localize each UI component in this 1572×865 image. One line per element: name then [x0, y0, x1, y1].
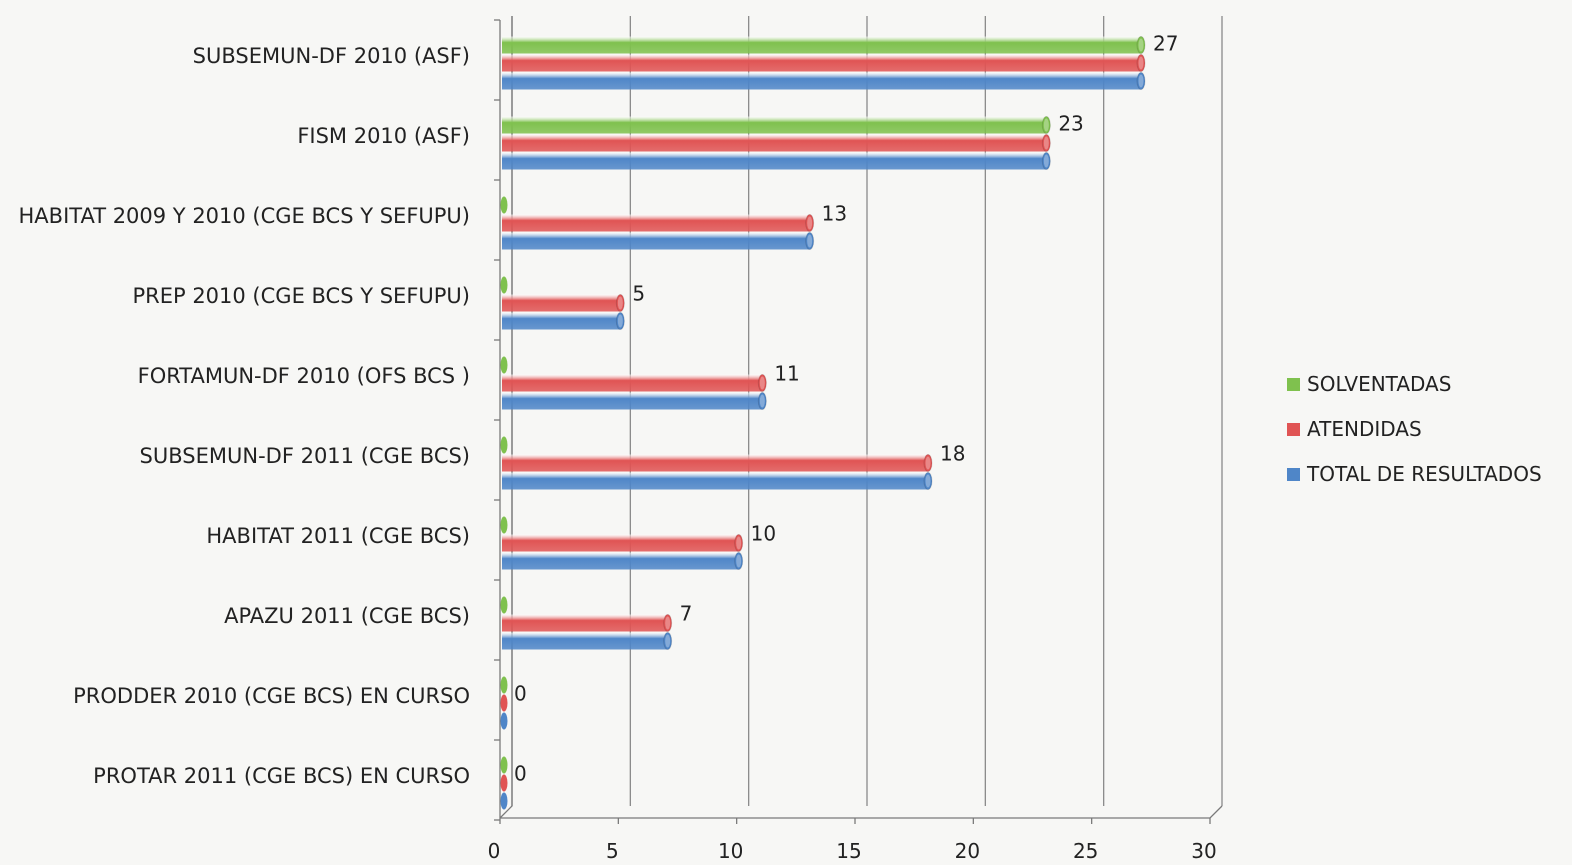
x-tick-label-5: 5	[606, 839, 619, 863]
data-label: 11	[774, 362, 799, 386]
x-tick-label-30: 30	[1191, 839, 1216, 863]
bar-atendidas	[500, 694, 508, 712]
y-axis	[499, 16, 513, 819]
category-label: PRODDER 2010 (CGE BCS) EN CURSO	[73, 684, 470, 708]
category-label: PREP 2010 (CGE BCS Y SEFUPU)	[132, 284, 470, 308]
x-tick-label-10: 10	[718, 839, 743, 863]
category-label: SUBSEMUN-DF 2011 (CGE BCS)	[140, 444, 470, 468]
bar-total-de-resultados	[502, 632, 673, 650]
legend-swatch	[1287, 378, 1300, 391]
legend-item-atendidas: ATENDIDAS	[1287, 417, 1422, 441]
x-tick-label-0: 0	[488, 839, 501, 863]
data-label: 0	[514, 682, 527, 706]
bar-atendidas	[502, 614, 673, 632]
bar-solventadas	[500, 756, 508, 774]
data-label: 0	[514, 762, 527, 786]
bar-atendidas	[502, 294, 625, 312]
bar-solventadas	[502, 36, 1146, 54]
data-label: 13	[822, 202, 847, 226]
data-label: 10	[751, 522, 776, 546]
legend-label: SOLVENTADAS	[1307, 372, 1451, 396]
bar-solventadas	[500, 516, 508, 534]
bar-atendidas	[502, 374, 767, 392]
x-tick-label-25: 25	[1073, 839, 1098, 863]
axes	[494, 16, 1223, 824]
bar-atendidas	[502, 454, 933, 472]
bar-total-de-resultados	[502, 312, 625, 330]
bar-atendidas	[502, 54, 1146, 72]
bar-solventadas	[502, 116, 1051, 134]
bar-total-de-resultados	[502, 232, 815, 250]
legend-item-total-de-resultados: TOTAL DE RESULTADOS	[1287, 462, 1542, 486]
legend-swatch	[1287, 423, 1300, 436]
bar-atendidas	[502, 134, 1051, 152]
labels: 0 5 10 15 20 25 30 SUBSEMUN-DF 2010 (ASF) 27 FISM…	[19, 32, 1217, 864]
bar-total-de-resultados	[502, 392, 767, 410]
bar-solventadas	[500, 436, 508, 454]
bar-total-de-resultados	[500, 712, 508, 730]
bar-atendidas	[502, 534, 744, 552]
legend-swatch	[1287, 468, 1300, 481]
x-tick-label-15: 15	[836, 839, 861, 863]
legend-label: ATENDIDAS	[1307, 417, 1422, 441]
x-axis	[500, 805, 1223, 819]
bar-solventadas	[500, 356, 508, 374]
legend-label: TOTAL DE RESULTADOS	[1306, 462, 1542, 486]
bar-atendidas	[500, 774, 508, 792]
category-label: APAZU 2011 (CGE BCS)	[224, 604, 470, 628]
legend: SOLVENTADAS ATENDIDAS TOTAL DE RESULTADOS	[1287, 372, 1542, 486]
bar-solventadas	[500, 676, 508, 694]
bar-solventadas	[500, 196, 508, 214]
data-label: 27	[1153, 32, 1178, 56]
category-label: HABITAT 2009 Y 2010 (CGE BCS Y SEFUPU)	[19, 204, 471, 228]
category-label: FISM 2010 (ASF)	[297, 124, 470, 148]
category-label: PROTAR 2011 (CGE BCS) EN CURSO	[93, 764, 470, 788]
category-label: HABITAT 2011 (CGE BCS)	[206, 524, 470, 548]
data-label: 7	[680, 602, 693, 626]
bar-total-de-resultados	[502, 152, 1051, 170]
data-label: 18	[940, 442, 965, 466]
data-label: 5	[632, 282, 645, 306]
bar-solventadas	[500, 596, 508, 614]
x-tick-label-20: 20	[955, 839, 980, 863]
bar-total-de-resultados	[500, 792, 508, 810]
bar-solventadas	[500, 276, 508, 294]
bar-atendidas	[502, 214, 815, 232]
category-label: FORTAMUN-DF 2010 (OFS BCS )	[138, 364, 470, 388]
legend-item-solventadas: SOLVENTADAS	[1287, 372, 1451, 396]
bar-total-de-resultados	[502, 552, 744, 570]
bar-total-de-resultados	[502, 472, 933, 490]
bars	[500, 36, 1146, 810]
category-label: SUBSEMUN-DF 2010 (ASF)	[193, 44, 470, 68]
bar-total-de-resultados	[502, 72, 1146, 90]
data-label: 23	[1058, 112, 1083, 136]
